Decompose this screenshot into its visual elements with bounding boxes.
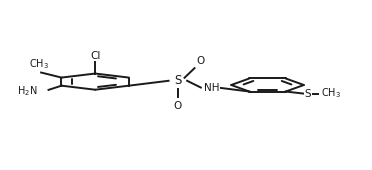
Text: S: S (174, 74, 182, 87)
Text: Cl: Cl (90, 51, 100, 61)
Text: S: S (305, 89, 311, 99)
Text: O: O (174, 101, 182, 111)
Text: NH: NH (204, 83, 219, 93)
Text: CH$_3$: CH$_3$ (321, 87, 341, 100)
Text: O: O (196, 56, 204, 66)
Text: CH$_3$: CH$_3$ (29, 57, 49, 71)
Text: H$_2$N: H$_2$N (17, 84, 38, 98)
